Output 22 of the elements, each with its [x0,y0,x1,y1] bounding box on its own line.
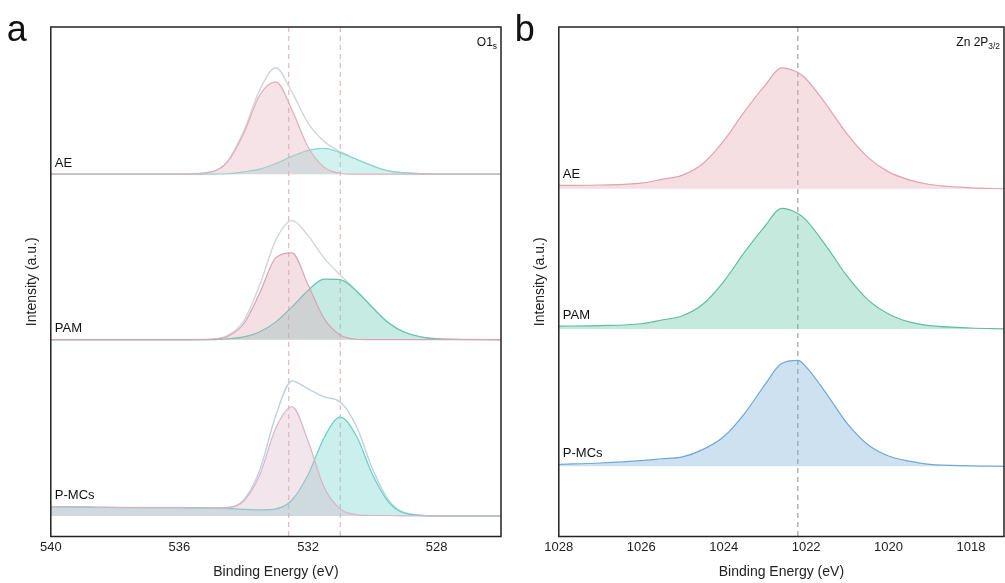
x-tick-label: 536 [168,538,191,554]
series-label: PAM [54,320,83,336]
chart-title: a [6,8,28,49]
x-tick-label: 1022 [791,538,821,554]
x-axis-title: Binding Energy (eV) [718,563,845,580]
x-tick-label: 1026 [626,538,656,554]
series-label: AE [562,166,581,182]
x-tick-label: 528 [425,538,448,554]
series-label: PAM [562,306,591,322]
x-tick-label: 1020 [874,538,904,554]
series-label: P-MCs [562,444,604,460]
x-tick-label: 1018 [956,538,986,554]
x-tick-label: 1028 [544,538,574,554]
series-label: AE [54,154,73,170]
x-tick-label: 532 [297,538,319,554]
x-axis-title: Binding Energy (eV) [213,563,339,580]
y-axis-title: Intensity (a.u.) [23,237,40,327]
y-axis-title: Intensity (a.u.) [531,237,548,327]
chart-title: b [514,8,535,49]
series-label: P-MCs [54,487,96,503]
x-tick-label: 540 [39,538,62,554]
x-tick-label: 1024 [709,538,739,554]
